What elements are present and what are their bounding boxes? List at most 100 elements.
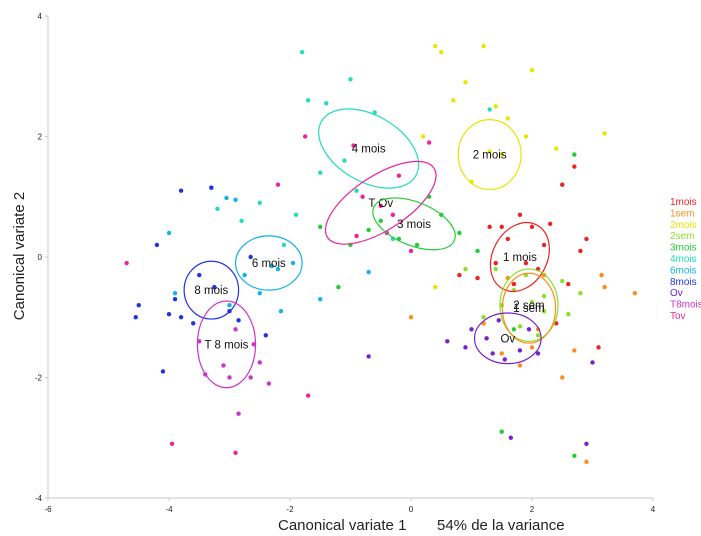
data-point-8mois [248,254,253,260]
data-point-1mois [511,281,517,287]
data-point-6mois [224,195,229,201]
data-point-3mois [475,248,480,254]
data-point-Tov [426,140,432,145]
legend-item-2sem: 2sem [670,231,694,242]
data-point-6mois [269,263,275,269]
data-point-1mois [547,221,553,227]
data-point-4mois [305,98,311,103]
plot-frame [47,16,653,499]
ellipse-label: Ov [500,333,515,345]
data-point-1mois [566,281,571,287]
data-point-2mois [463,80,468,85]
data-point-2mois [433,43,438,49]
data-point-2sem [517,324,523,329]
y-axis-label: Canonical variate 2 [11,192,28,320]
data-point-8mois [236,318,241,323]
data-point-1mois [572,164,577,169]
data-point-T8mois [257,360,262,365]
data-point-T8mois [233,327,238,332]
data-point-6mois [366,269,371,275]
data-point-1mois [541,242,547,248]
data-point-2mois [505,116,510,121]
y-tick-label: -4 [35,494,43,503]
ellipse-label: 4 mois [352,144,386,156]
data-point-Ov [484,336,489,341]
data-point-8mois [133,315,138,320]
data-point-Tov [351,143,356,148]
data-point-2sem [541,309,547,314]
data-point-3mois [572,453,577,459]
data-point-8mois [166,312,172,317]
legend-item-4mois: 4mois [670,254,697,265]
data-point-1sem [599,272,604,278]
data-point-4mois [239,218,244,224]
data-point-3mois [499,429,504,434]
legend-item-Tov: Tov [670,311,686,322]
data-point-4mois [281,242,287,248]
data-point-2mois [439,49,444,55]
data-point-2sem [566,312,571,317]
x-tick-label: -6 [44,505,52,514]
data-point-Tov [275,182,281,187]
legend-item-3mois: 3mois [670,243,697,254]
ellipse-2-mois [457,119,522,191]
data-point-2mois [602,131,607,136]
data-point-Tov [169,441,175,446]
data-point-Tov [378,203,383,208]
legend-item-8mois: 8mois [670,277,697,288]
ellipse-label: 2 sem [513,300,544,312]
x-tick-label: 4 [651,505,656,514]
ellipse-label: T 8 mois [205,339,249,351]
data-point-6mois [166,230,172,236]
data-point-1sem [632,290,638,296]
data-point-6mois [227,303,232,308]
data-point-Tov [354,233,359,239]
data-point-1mois [505,236,510,242]
ellipse-label: T Ov [368,198,393,210]
data-point-2mois [420,134,426,139]
data-point-1mois [578,248,583,254]
data-point-6mois [172,290,178,296]
data-point-6mois [242,272,247,278]
data-point-Ov [463,345,468,350]
ellipse-label: 6 mois [252,258,286,270]
data-point-Ov [502,357,507,362]
data-point-2mois [499,152,504,157]
legend-item-6mois: 6mois [670,265,697,276]
data-point-4mois [348,77,353,82]
data-point-1mois [560,182,565,187]
data-point-3mois [318,224,323,230]
data-point-6mois [275,266,281,272]
data-point-2mois [554,146,559,151]
legend: 1mois1sem2mois2sem3mois4mois6mois8moisOv… [670,197,701,322]
ellipse-label: 1 sem [513,303,544,315]
data-point-8mois [191,321,196,326]
legend-item-Ov: Ov [670,288,683,299]
data-point-1sem [499,351,504,356]
ellipse-3-mois [372,197,456,251]
legend-item-1sem: 1sem [670,208,694,219]
data-point-8mois [209,185,214,190]
data-point-Ov [469,327,474,332]
data-point-1mois [584,236,589,242]
ellipse-ov [473,312,542,365]
legend-item-1mois: 1mois [670,197,697,208]
x-axis-label: Canonical variate 1 [278,517,406,534]
data-point-1sem [517,363,523,368]
data-point-3mois [414,242,420,248]
ellipse-label: 8 mois [194,285,228,297]
data-point-8mois [160,369,166,374]
data-point-Tov [233,450,238,456]
data-point-T8mois [251,342,256,347]
data-point-2mois [451,98,456,103]
data-point-T8mois [266,381,272,386]
data-point-8mois [136,303,141,308]
y-tick-label: 0 [38,253,43,262]
data-point-4mois [354,188,359,193]
ellipse-2-sem [499,268,559,342]
data-point-Tov [124,260,129,266]
data-point-Ov [508,435,514,440]
variance-label: 54% de la variance [437,517,565,534]
data-point-1mois [475,275,480,281]
